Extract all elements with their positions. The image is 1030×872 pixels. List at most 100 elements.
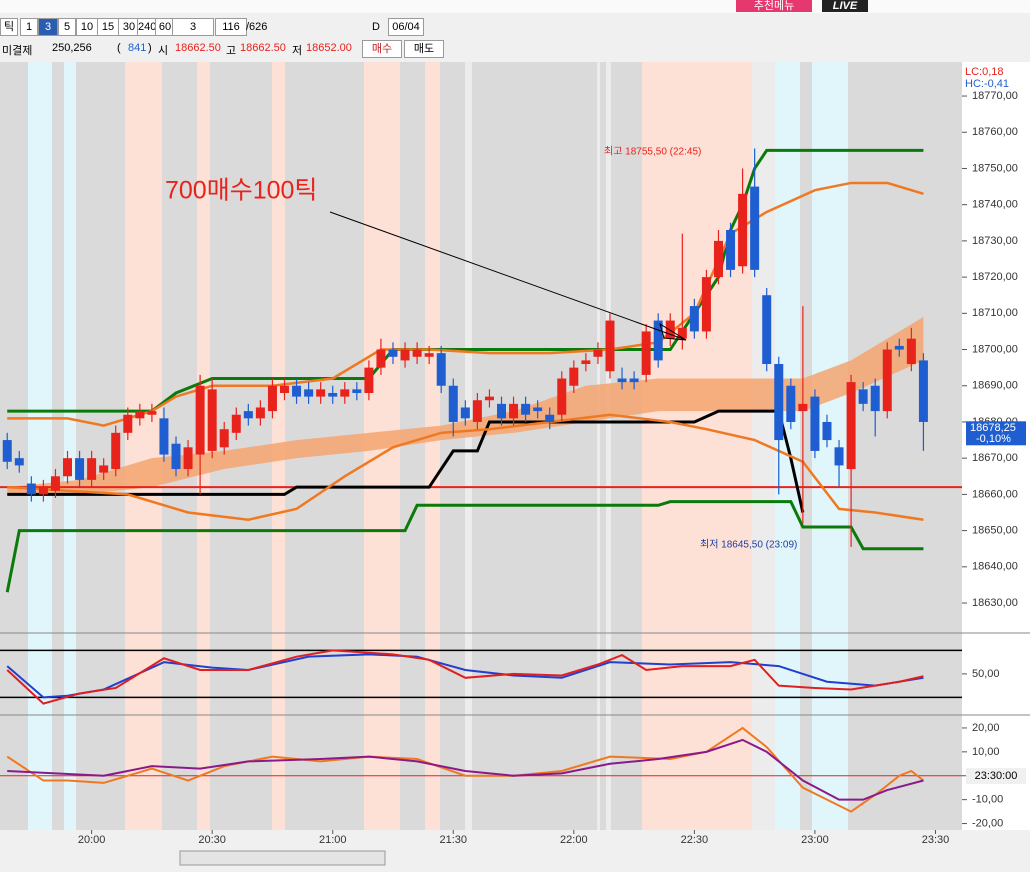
order-button[interactable]: 매도 bbox=[404, 40, 444, 58]
min-label: 최저 18645,50 (23:09) bbox=[700, 539, 797, 551]
session-band bbox=[642, 62, 752, 830]
candle-body bbox=[533, 407, 543, 412]
candle-body bbox=[701, 277, 711, 332]
toolbar-button[interactable]: 1 bbox=[20, 18, 38, 36]
candle-body bbox=[653, 320, 663, 361]
toolbar-button[interactable]: 30 bbox=[118, 18, 140, 36]
x-tick-label: 21:30 bbox=[440, 834, 468, 846]
candle-body bbox=[581, 360, 591, 365]
y-tick-label: 18750,00 bbox=[972, 162, 1018, 174]
candle-body bbox=[63, 458, 73, 477]
candle-body bbox=[316, 389, 326, 397]
live-button[interactable]: LIVE bbox=[822, 0, 868, 12]
last-price: 18678,25 bbox=[970, 422, 1016, 434]
axis-panel bbox=[962, 62, 1030, 830]
candle-body bbox=[111, 432, 121, 470]
y-tick-label: 18650,00 bbox=[972, 525, 1018, 537]
chart: 18630,00 18640,00 18650,00 18660,00 18670,00… bbox=[0, 62, 1030, 866]
candle-body bbox=[569, 367, 579, 386]
time-readout: 23:30:00 bbox=[966, 768, 1026, 784]
candle-body bbox=[677, 327, 687, 339]
x-tick-label: 21:00 bbox=[319, 834, 347, 846]
menu-button[interactable]: 추천메뉴 bbox=[736, 0, 812, 12]
toolbar-button[interactable]: D bbox=[372, 21, 380, 33]
toolbar-button[interactable]: 60 bbox=[155, 18, 175, 36]
oscillator-line bbox=[6, 726, 925, 813]
session-band bbox=[597, 62, 600, 830]
candle-body bbox=[412, 349, 422, 357]
y-tick-label: 18630,00 bbox=[972, 597, 1018, 609]
candle-body bbox=[26, 483, 36, 495]
candle-body bbox=[726, 230, 736, 270]
candle-body bbox=[858, 389, 868, 404]
candle-body bbox=[870, 385, 880, 412]
candle-body bbox=[159, 418, 169, 455]
candle-body bbox=[774, 364, 784, 441]
y-tick-label: 18640,00 bbox=[972, 561, 1018, 573]
scrollbar bbox=[179, 850, 386, 866]
candle-body bbox=[2, 440, 12, 462]
session-band bbox=[606, 62, 611, 830]
candle-body bbox=[846, 382, 856, 470]
candle-body bbox=[207, 389, 217, 451]
lc-label: LC:0,18 bbox=[965, 66, 1004, 78]
info-text: 18662.50 bbox=[240, 42, 286, 54]
info-text: 시 bbox=[158, 45, 169, 57]
candle-body bbox=[521, 403, 531, 415]
y-tick-label: 18660,00 bbox=[972, 488, 1018, 500]
info-text: 고 bbox=[226, 45, 237, 57]
candle-body bbox=[436, 353, 446, 386]
candle-body bbox=[713, 240, 723, 278]
y-tick-label: 18730,00 bbox=[972, 235, 1018, 247]
candle-body bbox=[99, 465, 109, 473]
candle-body bbox=[376, 349, 386, 368]
oscillator-line bbox=[6, 653, 924, 699]
candle-body bbox=[882, 349, 892, 412]
annotation-arrowhead bbox=[659, 322, 687, 341]
toolbar-button[interactable]: 240 bbox=[137, 18, 157, 36]
candle-body bbox=[496, 403, 506, 419]
candle-body bbox=[352, 389, 362, 393]
candle-body bbox=[75, 458, 85, 480]
candle-body bbox=[918, 360, 928, 422]
toolbar-button[interactable]: 06/04 bbox=[388, 18, 424, 36]
candle-body bbox=[135, 411, 145, 419]
candle-body bbox=[593, 349, 603, 357]
y-tick-label: 18710,00 bbox=[972, 307, 1018, 319]
candle-body bbox=[267, 385, 277, 412]
annotation: 700매수100틱 bbox=[165, 177, 317, 205]
candle-body bbox=[834, 447, 844, 466]
candle-body bbox=[738, 193, 748, 267]
candle-body bbox=[484, 396, 494, 401]
toolbar-button[interactable]: 틱 bbox=[0, 18, 18, 36]
candle-body bbox=[665, 320, 675, 339]
candle-body bbox=[328, 392, 338, 397]
toolbar-button[interactable]: 3 bbox=[38, 18, 58, 36]
candle-body bbox=[460, 407, 470, 419]
x-tick-label: 23:30 bbox=[922, 834, 950, 846]
y-tick-label: 50,00 bbox=[972, 668, 1000, 680]
toolbar-button[interactable]: 15 bbox=[97, 18, 119, 36]
x-tick-label: 23:00 bbox=[801, 834, 829, 846]
candle-body bbox=[750, 186, 760, 270]
toolbar-button[interactable]: 5 bbox=[58, 18, 76, 36]
candle-body bbox=[617, 378, 627, 383]
candle-body bbox=[340, 389, 350, 397]
y-tick-label: 20,00 bbox=[972, 722, 1000, 734]
candle-body bbox=[304, 389, 314, 397]
candle-body bbox=[219, 429, 229, 448]
y-tick-label: 18690,00 bbox=[972, 380, 1018, 392]
candle-body bbox=[798, 403, 808, 412]
top-strip bbox=[0, 0, 1030, 13]
toolbar-button[interactable]: 10 bbox=[76, 18, 98, 36]
info-text: 250,256 bbox=[52, 42, 92, 54]
candle-body bbox=[906, 338, 916, 365]
toolbar-button[interactable]: 116 bbox=[215, 18, 247, 36]
indicator-line bbox=[7, 181, 924, 427]
toolbar-button[interactable]: /626 bbox=[246, 21, 268, 33]
candle-body bbox=[786, 385, 796, 422]
candle-body bbox=[255, 407, 265, 419]
order-button[interactable]: 매수 bbox=[362, 40, 402, 58]
toolbar-button[interactable]: 3 bbox=[172, 18, 214, 36]
